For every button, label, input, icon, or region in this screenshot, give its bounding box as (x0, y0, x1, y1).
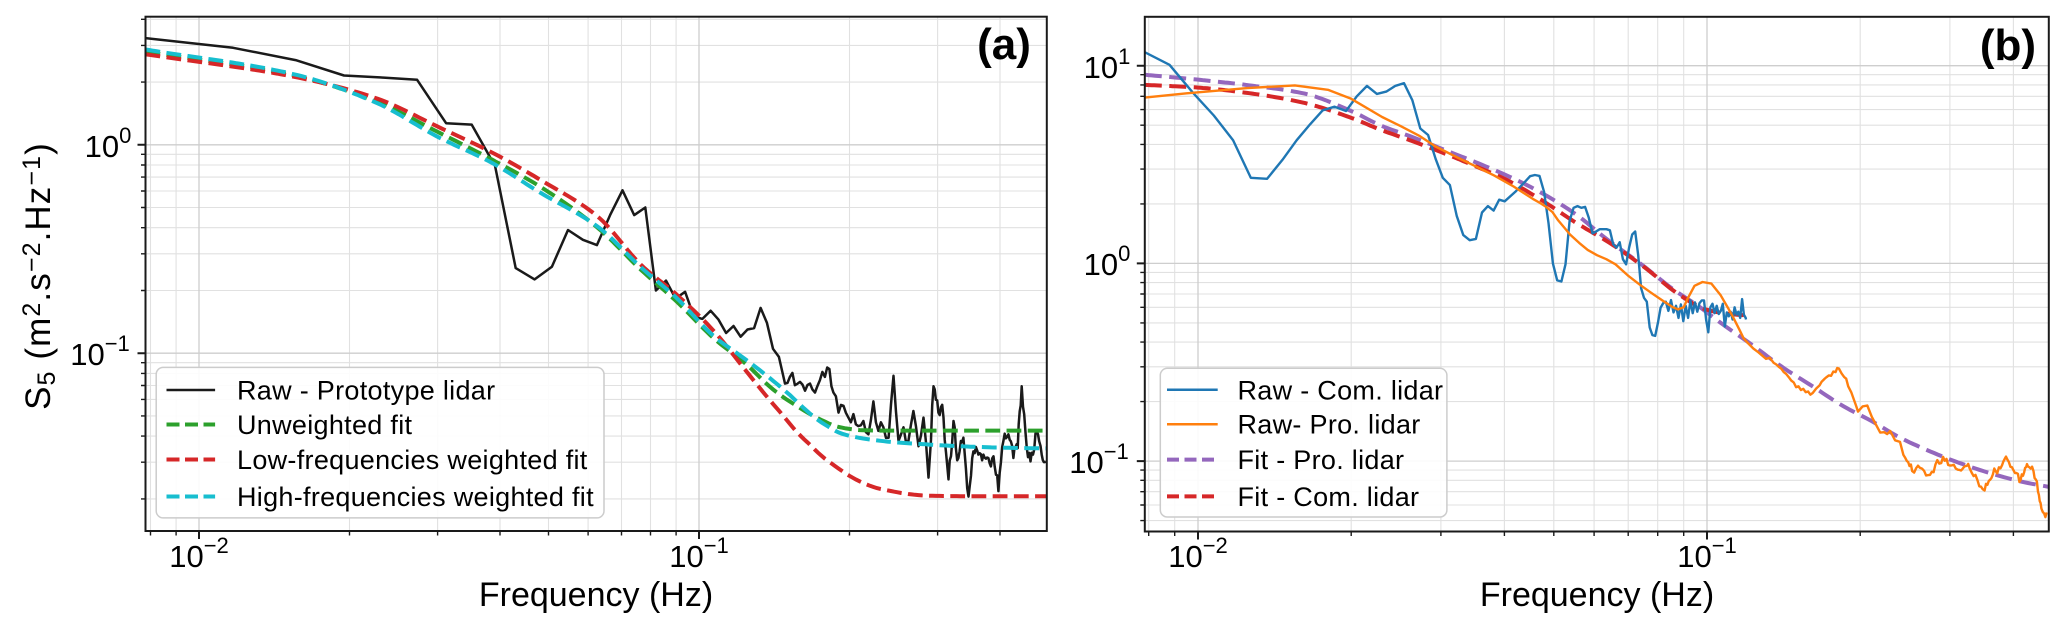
svg-text:10−1: 10−1 (70, 331, 130, 372)
svg-text:High-frequencies weighted fit: High-frequencies weighted fit (237, 482, 594, 512)
svg-text:Raw - Com. lidar: Raw - Com. lidar (1238, 375, 1444, 405)
svg-text:Fit - Pro. lidar: Fit - Pro. lidar (1238, 445, 1405, 475)
svg-text:Fit - Com. lidar: Fit - Com. lidar (1238, 482, 1420, 512)
svg-text:(b): (b) (1980, 21, 2036, 70)
svg-text:(a): (a) (977, 20, 1031, 69)
svg-text:Frequency (Hz): Frequency (Hz) (1480, 576, 1714, 614)
svg-text:Low-frequencies weighted fit: Low-frequencies weighted fit (237, 445, 588, 475)
svg-text:Unweighted fit: Unweighted fit (237, 410, 412, 440)
svg-text:Raw- Pro. lidar: Raw- Pro. lidar (1238, 410, 1421, 440)
svg-text:Raw - Prototype lidar: Raw - Prototype lidar (237, 376, 495, 406)
svg-text:S5 (m2.s−2.Hz−1): S5 (m2.s−2.Hz−1) (18, 142, 61, 410)
svg-text:Frequency (Hz): Frequency (Hz) (479, 576, 713, 614)
